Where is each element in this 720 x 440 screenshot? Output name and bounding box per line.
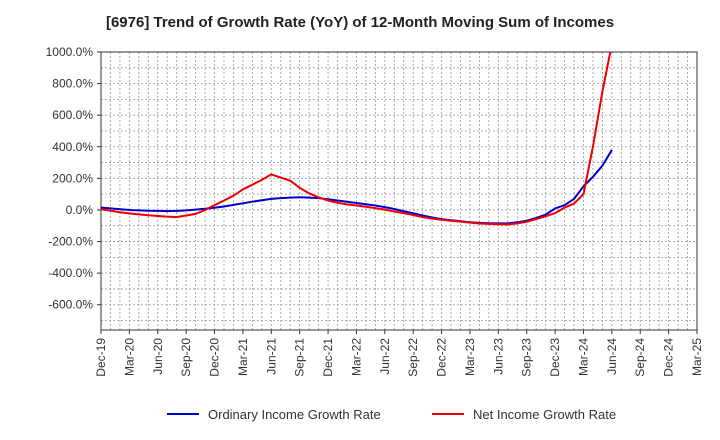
y-tick-label: 0.0%	[66, 203, 94, 217]
x-tick-label: Sep-21	[293, 338, 307, 377]
y-tick-label: -400.0%	[48, 266, 93, 280]
y-tick-label: 800.0%	[52, 77, 93, 91]
x-tick-label: Sep-20	[179, 338, 193, 377]
x-tick-label: Dec-21	[321, 338, 335, 377]
x-tick-label: Mar-24	[576, 338, 590, 376]
y-tick-label: -200.0%	[48, 235, 93, 249]
series-line-0	[101, 149, 613, 225]
y-tick-label: 600.0%	[52, 108, 93, 122]
x-tick-label: Dec-19	[94, 338, 108, 377]
x-tick-label: Jun-24	[605, 338, 619, 375]
x-tick-label: Mar-25	[690, 338, 704, 376]
y-tick-label: 200.0%	[52, 171, 93, 185]
x-tick-label: Sep-22	[406, 338, 420, 377]
x-tick-label: Jun-22	[378, 338, 392, 375]
chart-title: [6976] Trend of Growth Rate (YoY) of 12-…	[105, 14, 615, 31]
x-tick-label: Mar-21	[236, 338, 250, 376]
x-tick-label: Mar-23	[463, 338, 477, 376]
series-line-1	[101, 52, 612, 226]
x-tick-label: Dec-22	[435, 338, 449, 377]
x-tick-label: Jun-20	[151, 338, 165, 375]
legend-label: Ordinary Income Growth Rate	[208, 407, 381, 422]
y-tick-label: 1000.0%	[46, 45, 94, 59]
legend-label: Net Income Growth Rate	[473, 407, 616, 422]
legend: Ordinary Income Growth Rate Net Income Gr…	[167, 407, 616, 422]
x-tick-label: Dec-24	[662, 338, 676, 377]
axes: 1000.0% 800.0% 600.0% 400.0% 200.0% 0.0% -200.…	[46, 45, 704, 377]
x-tick-label: Dec-20	[208, 338, 222, 377]
series-lines	[101, 52, 613, 226]
x-tick-label: Sep-24	[633, 338, 647, 377]
y-tick-label: -600.0%	[48, 298, 93, 312]
x-tick-label: Mar-22	[349, 338, 363, 376]
x-tick-label: Sep-23	[520, 338, 534, 377]
x-tick-label: Dec-23	[548, 338, 562, 377]
plot-frame	[100, 51, 698, 331]
x-tick-label: Mar-20	[122, 338, 136, 376]
grid-lines	[100, 51, 698, 330]
x-tick-label: Jun-21	[264, 338, 278, 375]
y-tick-label: 400.0%	[52, 140, 93, 154]
x-tick-label: Jun-23	[491, 338, 505, 375]
